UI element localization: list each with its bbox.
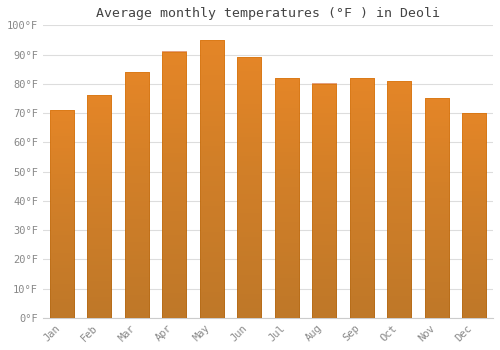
Bar bbox=[387, 81, 411, 318]
Bar bbox=[274, 78, 299, 318]
Bar bbox=[50, 110, 74, 318]
Bar bbox=[87, 96, 112, 318]
Bar bbox=[312, 84, 336, 318]
Title: Average monthly temperatures (°F ) in Deoli: Average monthly temperatures (°F ) in De… bbox=[96, 7, 440, 20]
Bar bbox=[424, 98, 449, 318]
Bar bbox=[462, 113, 486, 318]
Bar bbox=[237, 57, 262, 318]
Bar bbox=[200, 40, 224, 318]
Bar bbox=[124, 72, 149, 318]
Bar bbox=[350, 78, 374, 318]
Bar bbox=[162, 51, 186, 318]
